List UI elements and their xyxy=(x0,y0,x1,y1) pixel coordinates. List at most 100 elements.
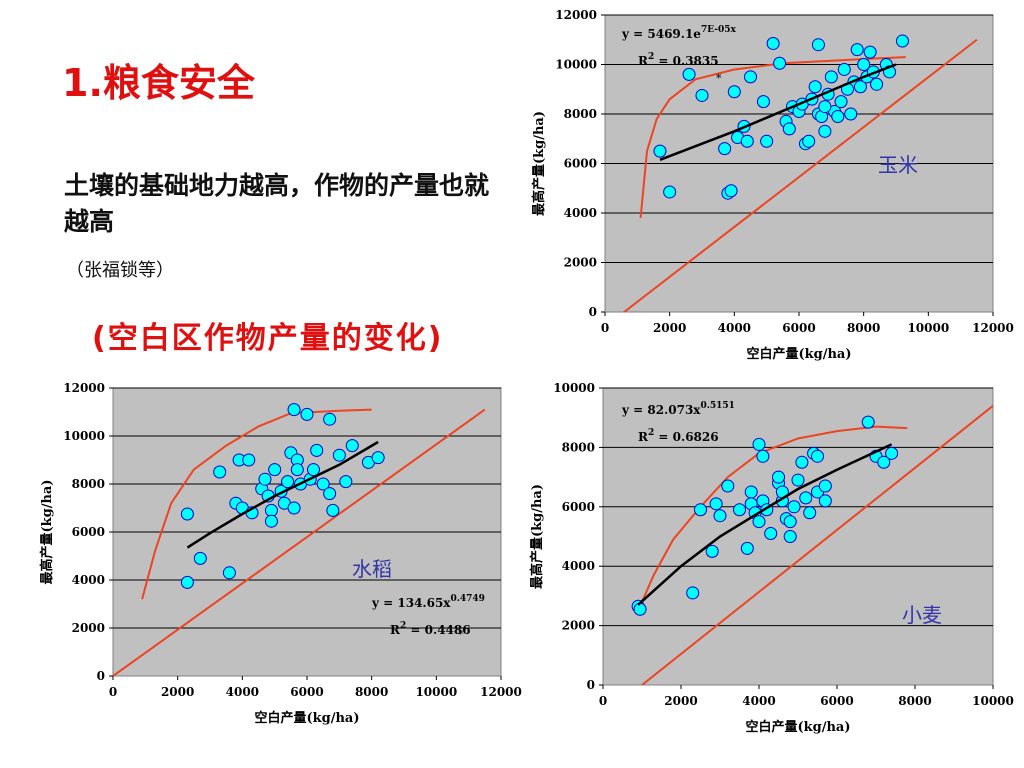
data-point xyxy=(727,85,741,99)
data-point xyxy=(818,100,832,114)
y-tick-label: 4000 xyxy=(72,573,105,587)
y-tick-label: 6000 xyxy=(562,500,595,514)
chart-wheat: 0 2000 4000 6000 8000 10000 0 2000 4000 6000 8000 1… xyxy=(529,381,1014,735)
y-axis-title: 最高产量(kg/ha) xyxy=(529,484,545,589)
y-tick-label: 8000 xyxy=(564,107,597,121)
data-point xyxy=(695,88,709,102)
data-point xyxy=(756,95,770,109)
data-point xyxy=(773,56,787,70)
data-point xyxy=(287,501,301,515)
data-point xyxy=(766,36,780,50)
y-tick-label: 8000 xyxy=(562,440,595,454)
x-axis-title: 空白产量(kg/ha) xyxy=(746,346,851,362)
x-tick-label: 6000 xyxy=(290,685,323,699)
data-point xyxy=(844,107,858,121)
data-point xyxy=(740,541,754,555)
x-tick-label: 10000 xyxy=(972,694,1014,708)
data-point xyxy=(653,144,667,158)
data-point xyxy=(213,465,227,479)
x-tick-label: 2000 xyxy=(653,321,686,335)
r-squared: R2 = 0.3835 xyxy=(638,52,719,68)
data-point xyxy=(740,134,754,148)
envelope-curve xyxy=(639,56,906,218)
data-point xyxy=(752,515,766,529)
data-point xyxy=(885,446,899,460)
regression-equation: y = 5469.1e7E-05x xyxy=(621,25,737,41)
data-point xyxy=(290,463,304,477)
data-point xyxy=(861,415,875,429)
data-point xyxy=(863,45,877,59)
data-point xyxy=(264,503,278,517)
curves-layer xyxy=(622,38,978,312)
asterisk-mark: * xyxy=(458,628,464,641)
one-to-one-line xyxy=(622,38,978,312)
data-point xyxy=(808,80,822,94)
data-point xyxy=(787,500,801,514)
data-point xyxy=(345,439,359,453)
data-point xyxy=(733,503,746,517)
data-point xyxy=(339,475,353,489)
data-point xyxy=(744,70,757,84)
data-point xyxy=(258,472,272,486)
data-point xyxy=(180,507,194,521)
data-point xyxy=(300,407,314,421)
data-point xyxy=(783,530,797,543)
x-tick-label: 10000 xyxy=(907,321,949,335)
data-point xyxy=(811,38,825,52)
y-tick-label: 2000 xyxy=(564,256,597,270)
data-point xyxy=(718,142,732,156)
asterisk-mark: * xyxy=(716,72,722,85)
data-point xyxy=(193,551,207,565)
crop-label: 小麦 xyxy=(902,603,942,627)
data-point xyxy=(783,515,797,529)
slide-title: 1.粮食安全 xyxy=(62,61,255,105)
one-to-one-line xyxy=(113,408,486,676)
data-point xyxy=(811,449,824,463)
data-point xyxy=(633,602,647,616)
data-point xyxy=(824,70,838,84)
y-tick-label: 2000 xyxy=(72,621,105,635)
data-point xyxy=(834,95,848,109)
data-point xyxy=(831,109,845,123)
data-point xyxy=(323,487,337,501)
y-tick-label: 12000 xyxy=(555,8,597,22)
x-tick-label: 8000 xyxy=(847,321,880,335)
x-tick-label: 2000 xyxy=(161,685,194,699)
y-axis-title: 最高产量(kg/ha) xyxy=(39,479,55,584)
data-point xyxy=(682,67,696,81)
y-tick-label: 6000 xyxy=(564,157,597,171)
envelope-curve xyxy=(637,425,908,612)
data-point xyxy=(803,506,817,520)
data-point xyxy=(306,463,320,477)
x-tick-label: 12000 xyxy=(480,685,522,699)
data-point xyxy=(818,479,832,493)
x-tick-label: 8000 xyxy=(898,694,931,708)
data-point xyxy=(371,451,385,465)
blank-area-note: (空白区作物产量的变化) xyxy=(92,321,444,356)
y-tick-label: 12000 xyxy=(63,381,105,395)
data-point xyxy=(791,473,805,487)
slide-subtitle: 土壤的基础地力越高，作物的产量也就越高 xyxy=(64,171,490,236)
y-tick-label: 6000 xyxy=(72,525,105,539)
data-point xyxy=(756,449,770,463)
y-tick-label: 10000 xyxy=(63,429,105,443)
data-point xyxy=(281,475,295,489)
x-tick-label: 4000 xyxy=(742,694,775,708)
data-point xyxy=(857,58,871,71)
one-to-one-line xyxy=(641,405,993,685)
x-tick-label: 0 xyxy=(601,321,609,335)
envelope-curve xyxy=(141,408,372,600)
y-tick-label: 0 xyxy=(97,669,105,683)
data-point xyxy=(264,514,278,528)
x-tick-label: 6000 xyxy=(820,694,853,708)
x-tick-label: 8000 xyxy=(355,685,388,699)
data-point xyxy=(242,453,256,467)
data-point xyxy=(795,455,809,469)
data-point xyxy=(850,43,864,57)
data-point xyxy=(323,412,337,426)
y-tick-label: 4000 xyxy=(562,559,595,573)
x-axis-title: 空白产量(kg/ha) xyxy=(254,710,359,726)
x-tick-label: 10000 xyxy=(415,685,457,699)
data-point xyxy=(287,403,301,417)
data-point xyxy=(760,134,774,148)
